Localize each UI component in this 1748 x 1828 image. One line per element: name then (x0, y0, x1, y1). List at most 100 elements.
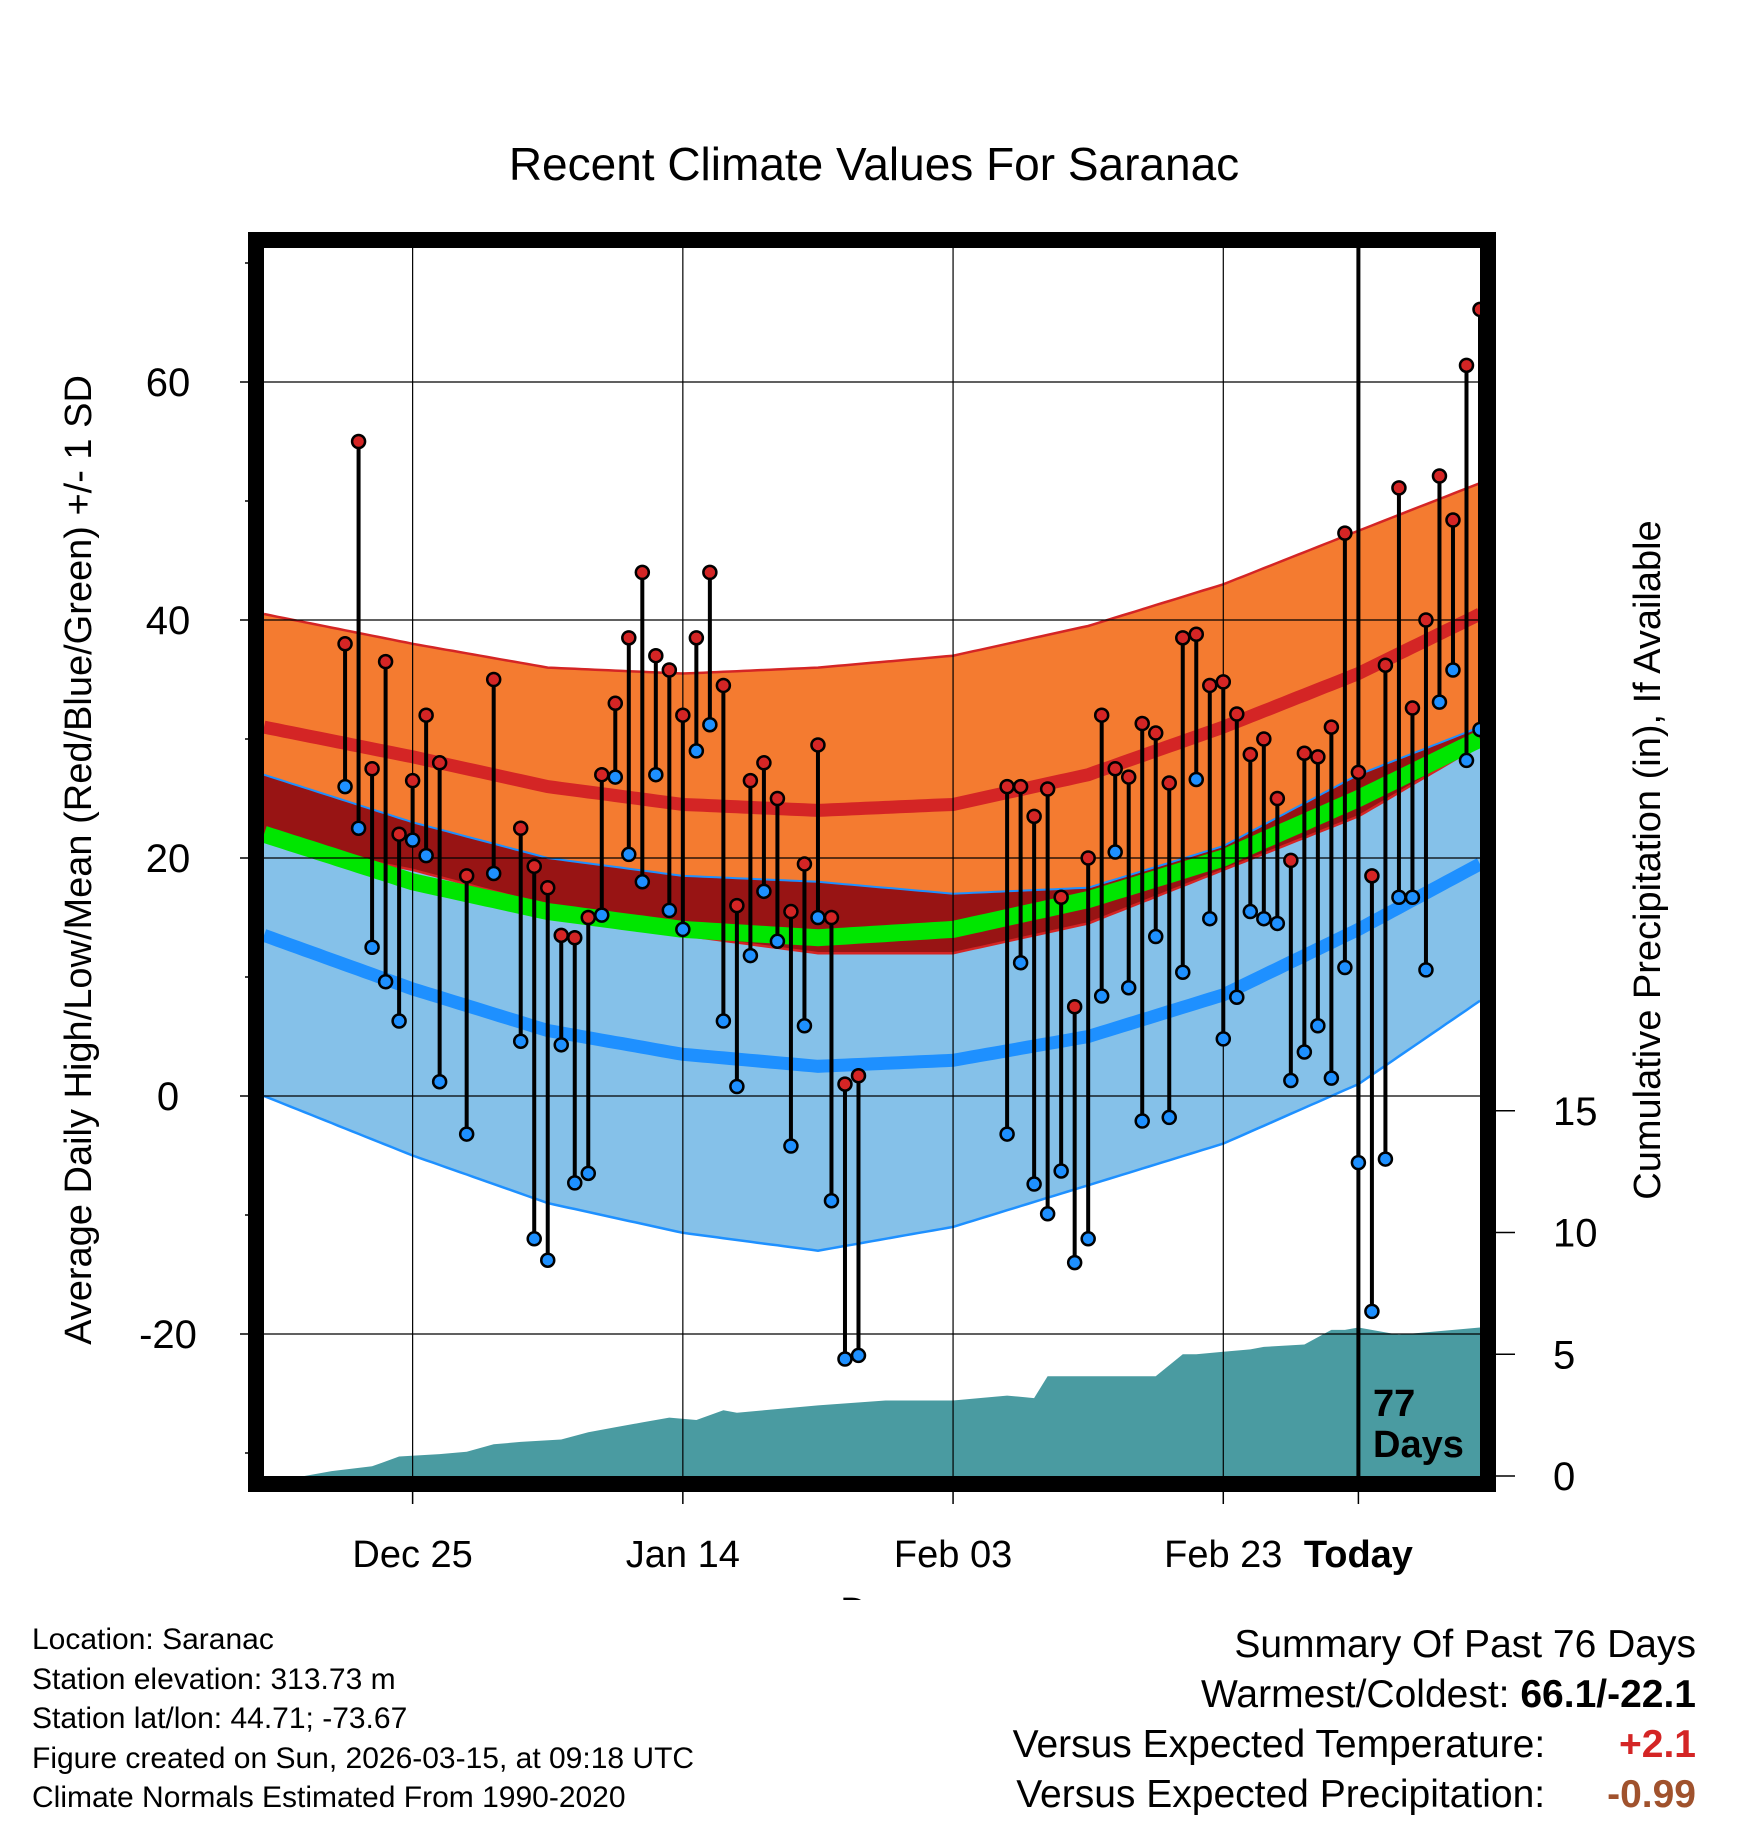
daily-high-point (783, 903, 799, 920)
daily-high-point (796, 856, 813, 872)
daily-high-point (648, 647, 664, 664)
daily-high-point (1528, 655, 1541, 668)
daily-low-point (1404, 889, 1421, 906)
daily-high-point (1161, 775, 1177, 791)
daily-low-point (1445, 662, 1461, 678)
daily-high-point (512, 820, 529, 836)
daily-high-point (1080, 850, 1096, 866)
daily-low-point (1310, 1018, 1326, 1034)
daily-low-point (1026, 1176, 1042, 1192)
daily-high-point (1215, 674, 1232, 690)
daily-high-point (1514, 703, 1527, 716)
max-temp-band (264, 483, 1480, 954)
daily-low-point (999, 1126, 1015, 1142)
daily-high-point (1066, 999, 1083, 1015)
daily-high-point (337, 636, 353, 652)
y-tick-label: -20 (139, 1313, 197, 1357)
daily-low-point (1012, 954, 1029, 971)
daily-low-point (1202, 910, 1218, 927)
daily-low-point (1391, 889, 1407, 906)
daily-high-point (377, 653, 394, 670)
daily-high-point (1202, 677, 1218, 694)
daily-high-point (850, 1068, 867, 1084)
daily-low-point (729, 1078, 745, 1095)
daily-low-point (553, 1037, 569, 1053)
daily-low-point (1418, 962, 1434, 978)
daily-high-point (1093, 707, 1110, 723)
y-right-tick-label: 10 (1553, 1212, 1598, 1256)
daily-high-point (553, 927, 569, 944)
daily-low-point (1458, 752, 1475, 769)
daily-low-point (1472, 721, 1480, 738)
daily-high-point (594, 766, 610, 783)
daily-high-point (1039, 781, 1056, 797)
daily-data (337, 301, 1541, 1367)
daily-high-point (404, 772, 421, 789)
daily-low-point (1161, 1109, 1177, 1126)
x-axis-label: Day (840, 1591, 908, 1600)
daily-low-point (350, 820, 367, 836)
daily-low-point (1296, 1044, 1313, 1060)
x-tick-label: Jan 14 (626, 1534, 740, 1576)
daily-low-point (1134, 1113, 1150, 1129)
daily-high-point (1120, 769, 1137, 785)
daily-high-point (350, 433, 367, 450)
daily-high-point (756, 755, 772, 771)
warmest-label: Warmest/Coldest: (1201, 1673, 1510, 1716)
x-tick-label: Feb 03 (894, 1534, 1012, 1576)
overlap-band (264, 727, 1480, 954)
daily-high-point (742, 772, 759, 789)
x-tick-label: Feb 23 (1164, 1534, 1282, 1576)
daily-high-point (580, 909, 597, 926)
daily-high-point (1431, 468, 1448, 484)
info-latlon: Station lat/lon: 44.71; -73.67 (32, 1702, 408, 1735)
daily-high-point (1418, 612, 1434, 628)
daily-high-point (1445, 512, 1461, 528)
daily-low-point (769, 933, 786, 950)
daily-low-point (594, 907, 610, 923)
daily-low-point (431, 1073, 448, 1090)
daily-low-point (1066, 1254, 1083, 1271)
daily-low-point (810, 909, 826, 926)
summary-panel: Summary Of Past 76 Days Warmest/Coldest:… (1013, 1620, 1696, 1820)
daily-high-point (391, 826, 407, 842)
daily-low-point (418, 847, 434, 864)
station-info: Location: Saranac Station elevation: 313… (32, 1620, 694, 1818)
info-elevation: Station elevation: 313.73 m (32, 1662, 396, 1696)
daily-high-point (1026, 808, 1042, 825)
daily-high-point (1377, 657, 1394, 673)
y-tick-label: 0 (157, 1075, 179, 1119)
y-tick-label: 60 (146, 361, 191, 405)
daily-high-point (1107, 761, 1123, 777)
daily-high-point (823, 909, 840, 926)
daily-low-point (1229, 989, 1245, 1005)
daily-low-point (1147, 928, 1164, 945)
daily-high-point (1242, 746, 1259, 763)
daily-high-point (364, 761, 380, 777)
daily-low-point (1431, 694, 1448, 710)
daily-high-point (1296, 745, 1313, 762)
daily-low-point (567, 1175, 583, 1191)
daily-high-point (1256, 731, 1272, 747)
daily-high-point (675, 707, 691, 723)
max-mean-line (264, 608, 1480, 817)
y-axis-label-left: Average Daily High/Low/Mean (Red/Blue/Gr… (58, 375, 100, 1345)
daily-low-point (1242, 903, 1259, 920)
daily-high-point (1310, 749, 1326, 765)
daily-low-point (607, 769, 624, 785)
daily-high-point (526, 858, 542, 875)
axes: 60 40 20 0 -20 15 10 5 0 Dec 25 Jan 14 Feb 03 Feb 23… (139, 262, 1598, 1576)
daily-high-point (621, 630, 637, 646)
daily-low-point (1256, 910, 1272, 927)
daily-high-point (1134, 715, 1150, 732)
daily-low-point (1269, 915, 1286, 932)
daily-low-point (1501, 832, 1514, 845)
daily-low-point (1188, 771, 1205, 788)
daily-low-point (580, 1165, 597, 1182)
daily-high-point (769, 790, 786, 807)
info-normals: Climate Normals Estimated From 1990-2020 (32, 1781, 626, 1814)
x-tick-label: Dec 25 (352, 1534, 472, 1576)
plot-border (248, 232, 1496, 1492)
daily-high-point (1404, 700, 1421, 716)
daily-low-point (702, 716, 718, 733)
